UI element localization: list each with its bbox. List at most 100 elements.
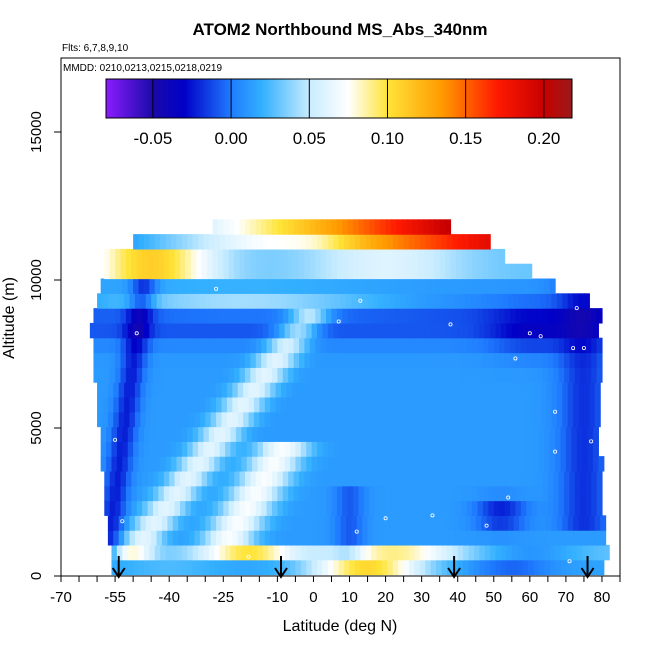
heatmap-cell xyxy=(578,411,585,428)
heatmap-cell xyxy=(546,396,553,413)
heatmap-cell xyxy=(163,248,170,265)
heatmap-cell xyxy=(353,485,360,502)
heatmap-cell xyxy=(234,248,241,265)
heatmap-cell xyxy=(573,396,580,413)
heatmap-cell xyxy=(221,396,228,413)
heatmap-cell xyxy=(519,515,526,531)
heatmap-cell xyxy=(519,411,526,428)
heatmap-cell xyxy=(207,367,214,383)
heatmap-cell xyxy=(302,515,309,531)
heatmap-cell xyxy=(466,337,473,354)
heatmap-cell xyxy=(109,263,116,280)
heatmap-cell xyxy=(591,308,598,324)
heatmap-cell xyxy=(331,352,338,368)
heatmap-cell xyxy=(248,515,255,531)
heatmap-cell xyxy=(457,426,464,442)
heatmap-cell xyxy=(317,322,324,339)
heatmap-cell xyxy=(299,485,306,502)
heatmap-cell xyxy=(585,500,592,516)
heatmap-cell xyxy=(354,426,361,442)
sample-marker xyxy=(513,356,518,361)
heatmap-cell xyxy=(297,515,304,531)
heatmap-cell xyxy=(230,456,237,472)
heatmap-cell xyxy=(603,544,610,561)
heatmap-cell xyxy=(547,470,554,487)
heatmap-cell xyxy=(345,396,352,413)
heatmap-cell xyxy=(280,515,287,531)
heatmap-cell xyxy=(381,278,388,294)
heatmap-cell xyxy=(336,485,343,502)
heatmap-cell xyxy=(510,500,517,516)
heatmap-cell xyxy=(576,426,583,442)
heatmap-cell xyxy=(252,278,259,294)
heatmap-cell xyxy=(418,367,425,383)
heatmap-cell xyxy=(160,234,167,250)
heatmap-cell xyxy=(131,263,138,280)
heatmap-cell xyxy=(149,426,156,442)
heatmap-cell xyxy=(230,544,237,561)
heatmap-cell xyxy=(400,515,407,531)
heatmap-cell xyxy=(147,248,154,265)
heatmap-cell xyxy=(418,248,425,265)
heatmap-cell xyxy=(271,248,278,265)
heatmap-cell xyxy=(246,234,253,250)
heatmap-cell xyxy=(385,337,392,354)
heatmap-cell xyxy=(239,485,246,502)
heatmap-cell xyxy=(293,219,300,235)
heatmap-cell xyxy=(472,263,479,280)
heatmap-cell xyxy=(318,382,325,398)
heatmap-cell xyxy=(500,544,507,561)
heatmap-cell xyxy=(151,293,158,309)
heatmap-cell xyxy=(199,411,206,428)
heatmap-cell xyxy=(194,382,201,398)
heatmap-cell xyxy=(293,308,300,324)
heatmap-cell xyxy=(124,382,131,398)
heatmap-cell xyxy=(138,278,145,294)
heatmap-cell xyxy=(486,411,493,428)
heatmap-cell xyxy=(270,396,277,413)
heatmap-cell xyxy=(234,470,241,487)
heatmap-cell xyxy=(374,500,381,516)
heatmap-cell xyxy=(225,278,232,294)
heatmap-cell xyxy=(154,426,161,442)
heatmap-cell xyxy=(311,234,318,250)
heatmap-cell xyxy=(127,456,134,472)
heatmap-cell xyxy=(445,485,452,502)
heatmap-cell xyxy=(244,367,251,383)
heatmap-cell xyxy=(299,470,306,487)
heatmap-cell xyxy=(387,441,394,457)
heatmap-cell xyxy=(109,485,116,502)
heatmap-cell xyxy=(143,278,150,294)
heatmap-cell xyxy=(526,308,533,324)
heatmap-cell xyxy=(344,426,351,442)
heatmap-cell xyxy=(225,441,232,457)
heatmap-cell xyxy=(446,234,453,250)
heatmap-cell xyxy=(194,396,201,413)
heatmap-cell xyxy=(169,470,176,487)
heatmap-cell xyxy=(237,530,244,546)
x-tick-label: 10 xyxy=(341,589,358,606)
heatmap-cell xyxy=(526,470,533,487)
heatmap-cell xyxy=(102,382,109,398)
sample-marker xyxy=(589,439,594,444)
heatmap-cell xyxy=(517,441,524,457)
heatmap-cell xyxy=(389,515,396,531)
heatmap-cell xyxy=(428,248,435,265)
heatmap-cell xyxy=(212,470,219,487)
heatmap-cell xyxy=(360,278,367,294)
heatmap-cell xyxy=(488,485,495,502)
heatmap-cell xyxy=(259,515,266,531)
heatmap-cell xyxy=(374,337,381,354)
heatmap-cell xyxy=(592,322,599,339)
heatmap-cell xyxy=(365,441,372,457)
heatmap-cell xyxy=(500,426,507,442)
heatmap-cell xyxy=(473,278,480,294)
heatmap-cell xyxy=(414,234,421,250)
heatmap-cell xyxy=(286,411,293,428)
heatmap-cell xyxy=(133,426,140,442)
heatmap-cell xyxy=(104,308,111,324)
heatmap-cell xyxy=(326,367,333,383)
heatmap-cell xyxy=(573,293,580,309)
heatmap-cell xyxy=(198,426,205,442)
heatmap-cell xyxy=(225,322,232,339)
